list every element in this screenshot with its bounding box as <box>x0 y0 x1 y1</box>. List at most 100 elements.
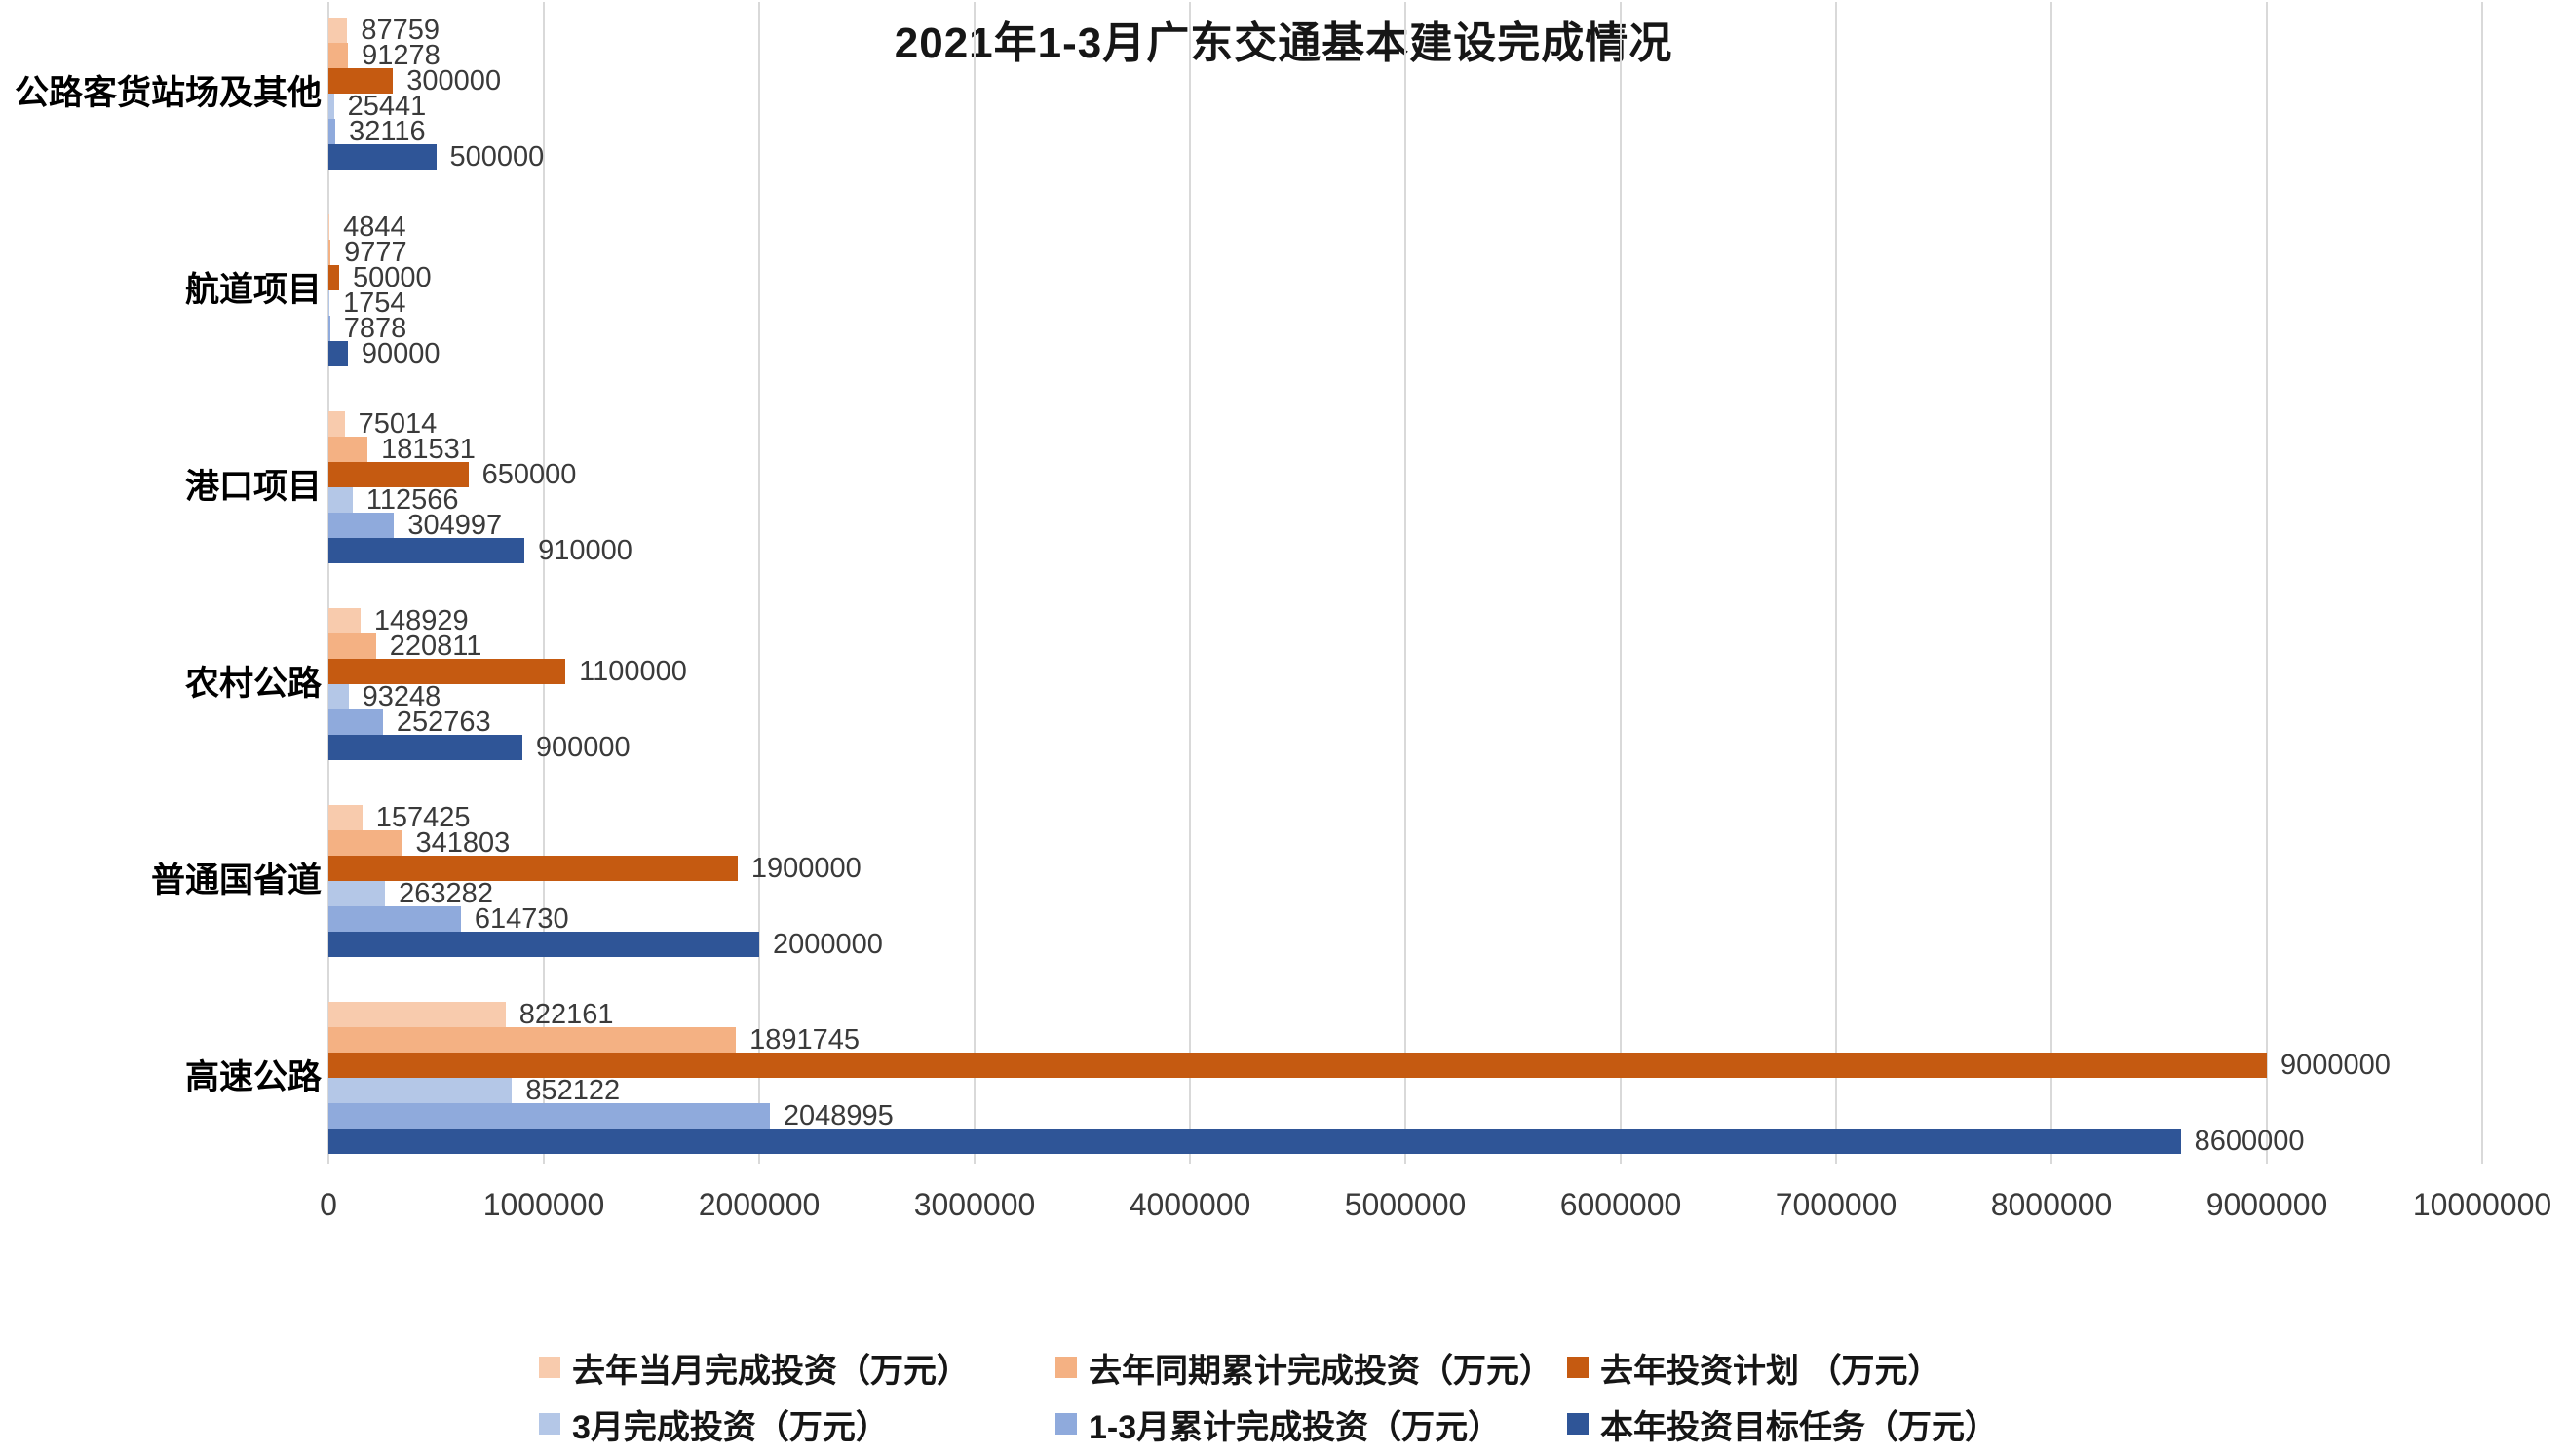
bar-value-label: 8600000 <box>2194 1126 2305 1157</box>
bar <box>328 94 334 119</box>
category-label: 农村公路 <box>184 665 322 703</box>
bar <box>328 341 348 366</box>
category-label: 普通国省道 <box>150 862 322 900</box>
bar <box>328 18 348 43</box>
bar <box>328 240 331 265</box>
bar <box>328 684 349 709</box>
bar <box>328 856 738 881</box>
bar-value-label: 822161 <box>518 999 614 1030</box>
bar <box>328 144 437 170</box>
legend-label: 去年同期累计完成投资（万元） <box>1089 1352 1552 1390</box>
bar <box>328 265 340 290</box>
bar <box>328 538 525 563</box>
bar <box>328 290 329 316</box>
x-axis-tick-label: 0 <box>320 1187 337 1222</box>
bar <box>328 830 402 856</box>
bar-value-label: 32116 <box>349 116 426 147</box>
bar <box>328 1053 2267 1078</box>
bar <box>328 411 345 437</box>
bar-value-label: 220811 <box>389 631 482 662</box>
bar-value-label: 1891745 <box>749 1024 860 1055</box>
gridline <box>2481 2 2483 1164</box>
bar-value-label: 300000 <box>406 65 502 96</box>
chart-title: 2021年1-3月广东交通基本建设完成情况 <box>894 19 1673 67</box>
bar-value-label: 2048995 <box>783 1100 894 1131</box>
legend-swatch <box>539 1357 560 1378</box>
bar-value-label: 263282 <box>399 878 493 909</box>
gridline <box>1835 2 1837 1164</box>
legend-swatch <box>1567 1357 1589 1378</box>
bar <box>328 68 394 94</box>
gridline <box>758 2 760 1164</box>
bar <box>328 119 336 144</box>
bar <box>328 43 349 68</box>
category-label: 公路客货站场及其他 <box>14 74 322 112</box>
gridline <box>543 2 545 1164</box>
bar <box>328 487 353 513</box>
bar-value-label: 157425 <box>375 802 471 833</box>
legend-label: 3月完成投资（万元） <box>572 1408 889 1446</box>
bar-value-label: 852122 <box>525 1075 621 1106</box>
bar-value-label: 93248 <box>362 681 441 712</box>
bar-value-label: 75014 <box>358 408 438 440</box>
gridline <box>2266 2 2268 1164</box>
bar-value-label: 9777 <box>344 237 407 268</box>
bar-value-label: 910000 <box>538 535 632 566</box>
bar <box>328 709 383 735</box>
legend-item: 1-3月累计完成投资（万元） <box>1055 1404 1567 1446</box>
bar-value-label: 900000 <box>535 732 631 763</box>
legend-label: 去年当月完成投资（万元） <box>572 1352 970 1390</box>
legend-swatch <box>539 1413 560 1435</box>
legend-swatch <box>1055 1413 1077 1435</box>
bar-value-label: 90000 <box>361 338 441 369</box>
bar-value-label: 148929 <box>373 605 469 636</box>
x-axis-tick-label: 3000000 <box>913 1187 1036 1222</box>
category-label: 高速公路 <box>184 1058 322 1096</box>
gridline <box>327 2 329 1164</box>
bar-value-label: 87759 <box>361 15 441 46</box>
bar-value-label: 181531 <box>381 434 476 465</box>
bar-value-label: 1100000 <box>579 656 687 687</box>
x-axis-tick-label: 1000000 <box>482 1187 605 1222</box>
bar-value-label: 1754 <box>343 287 406 319</box>
bar <box>328 659 566 684</box>
bar-value-label: 252763 <box>396 707 491 738</box>
bar <box>328 462 469 487</box>
bar <box>328 437 368 462</box>
bar-value-label: 1900000 <box>750 853 862 884</box>
bar <box>328 1002 506 1027</box>
bar-value-label: 50000 <box>353 262 432 293</box>
bar-value-label: 25441 <box>347 91 427 122</box>
legend-label: 本年投资目标任务（万元） <box>1600 1408 1998 1446</box>
bar-value-label: 4844 <box>343 211 406 243</box>
bar <box>328 881 386 906</box>
bar-value-label: 112566 <box>365 484 459 516</box>
legend-swatch <box>1567 1413 1589 1435</box>
bar <box>328 1027 737 1053</box>
gridline <box>1404 2 1406 1164</box>
gridline <box>974 2 976 1164</box>
legend: 去年当月完成投资（万元） 去年同期累计完成投资（万元） 去年投资计划 （万元） 3月完… <box>539 1348 1998 1446</box>
legend-item: 本年投资目标任务（万元） <box>1567 1404 1998 1446</box>
bar-value-label: 9000000 <box>2280 1050 2391 1081</box>
legend-label: 1-3月累计完成投资（万元） <box>1089 1408 1502 1446</box>
bar <box>328 932 759 957</box>
legend-swatch <box>1055 1357 1077 1378</box>
x-axis-tick-label: 6000000 <box>1559 1187 1682 1222</box>
bar <box>328 633 376 659</box>
x-axis-tick-label: 10000000 <box>2412 1187 2552 1222</box>
bar <box>328 1129 2181 1154</box>
bar-value-label: 2000000 <box>773 929 883 960</box>
gridline <box>1189 2 1191 1164</box>
bar-value-label: 500000 <box>449 141 545 172</box>
x-axis-tick-label: 4000000 <box>1129 1187 1251 1222</box>
bar <box>328 805 363 830</box>
legend-item: 3月完成投资（万元） <box>539 1404 1055 1446</box>
bar <box>328 1103 770 1129</box>
category-label: 港口项目 <box>184 468 322 506</box>
bar <box>328 608 361 633</box>
x-axis-tick-label: 5000000 <box>1344 1187 1467 1222</box>
legend-label: 去年投资计划 （万元） <box>1600 1352 1941 1390</box>
